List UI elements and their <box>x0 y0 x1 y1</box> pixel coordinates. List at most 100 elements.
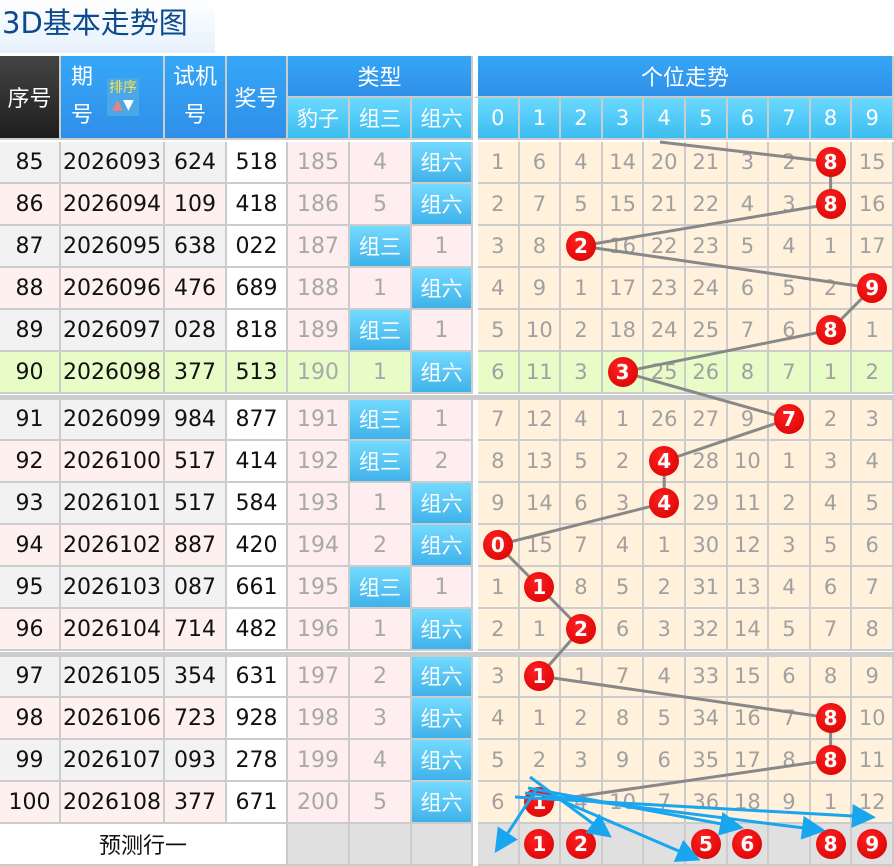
row-test: 517 <box>165 441 227 483</box>
row-baozi: 196 <box>288 609 350 651</box>
trend-cell: 6 <box>561 483 603 525</box>
predict-cell[interactable] <box>769 824 811 866</box>
row-baozi: 189 <box>288 310 350 352</box>
divider <box>473 782 478 824</box>
trend-cell: 2 <box>519 740 562 782</box>
predict-cell[interactable] <box>602 824 645 866</box>
trend-cell: 7 <box>769 352 811 394</box>
trend-cell: 6 <box>644 740 686 782</box>
header-digit-3: 3 <box>602 98 645 140</box>
predict-empty <box>350 824 412 866</box>
trend-cell: 2 <box>769 483 811 525</box>
trend-cell: 16 <box>727 698 770 740</box>
row-zuliu: 组六 <box>412 525 473 567</box>
trend-cell: 25 <box>644 352 686 394</box>
row-award: 928 <box>227 698 288 740</box>
header-zusan: 组三 <box>350 98 412 140</box>
trend-cell: 1 <box>519 609 562 651</box>
trend-cell: 27 <box>686 399 728 441</box>
trend-cell: 34 <box>686 698 728 740</box>
trend-ball: 8 <box>815 315 846 345</box>
header-award: 奖号 <box>227 56 288 140</box>
trend-cell: 4 <box>727 184 770 226</box>
divider <box>473 310 478 352</box>
trend-cell: 2 <box>769 142 811 184</box>
row-baozi: 197 <box>288 656 350 698</box>
predict-ball[interactable]: 2 <box>566 829 596 859</box>
predict-empty <box>412 824 473 866</box>
trend-cell: 7 <box>602 656 645 698</box>
trend-cell: 29 <box>686 483 728 525</box>
row-seq: 91 <box>0 399 61 441</box>
header-period[interactable]: 期 号排序 ▲▼ <box>61 56 165 140</box>
trend-cell: 10 <box>727 441 770 483</box>
row-seq: 98 <box>0 698 61 740</box>
trend-cell: 1 <box>769 441 811 483</box>
trend-cell: 4 <box>852 441 894 483</box>
row-seq: 89 <box>0 310 61 352</box>
trend-cell: 6 <box>727 268 770 310</box>
sort-button[interactable]: 排序 ▲▼ <box>107 78 140 116</box>
trend-cell: 4 <box>769 567 811 609</box>
trend-cell: 15 <box>602 184 645 226</box>
trend-ball: 8 <box>815 745 846 775</box>
divider <box>473 740 478 782</box>
trend-cell: 5 <box>561 184 603 226</box>
row-period: 2026094 <box>61 184 165 226</box>
row-period: 2026096 <box>61 268 165 310</box>
trend-cell: 9 <box>727 399 770 441</box>
trend-cell: 8 <box>602 698 645 740</box>
trend-cell: 35 <box>686 740 728 782</box>
trend-cell: 15 <box>852 142 894 184</box>
row-zusan: 2 <box>350 656 412 698</box>
divider <box>473 399 478 441</box>
trend-cell: 2 <box>561 698 603 740</box>
predict-ball[interactable]: 9 <box>857 829 888 859</box>
page-title: 3D基本走势图 <box>0 0 215 53</box>
row-test: 093 <box>165 740 227 782</box>
row-zuliu: 组六 <box>412 268 473 310</box>
trend-cell: 18 <box>727 782 770 824</box>
row-award: 420 <box>227 525 288 567</box>
row-test: 028 <box>165 310 227 352</box>
row-baozi: 198 <box>288 698 350 740</box>
divider <box>473 483 478 525</box>
trend-cell: 9 <box>478 483 520 525</box>
row-seq: 99 <box>0 740 61 782</box>
trend-cell: 1 <box>602 399 645 441</box>
row-seq: 85 <box>0 142 61 184</box>
trend-cell: 20 <box>644 142 686 184</box>
trend-cell: 8 <box>727 352 770 394</box>
trend-cell: 4 <box>478 698 520 740</box>
predict-ball[interactable]: 5 <box>690 829 721 859</box>
row-test: 377 <box>165 782 227 824</box>
row-award: 482 <box>227 609 288 651</box>
trend-ball: 7 <box>774 404 804 434</box>
header-digit-6: 6 <box>727 98 770 140</box>
row-award: 414 <box>227 441 288 483</box>
row-test: 087 <box>165 567 227 609</box>
row-baozi: 190 <box>288 352 350 394</box>
row-period: 2026107 <box>61 740 165 782</box>
row-test: 984 <box>165 399 227 441</box>
trend-cell: 1 <box>519 698 562 740</box>
trend-cell: 3 <box>769 184 811 226</box>
row-zuliu: 组六 <box>412 483 473 525</box>
trend-ball: 4 <box>649 488 680 518</box>
row-zuliu: 组六 <box>412 142 473 184</box>
predict-ball[interactable]: 8 <box>815 829 846 859</box>
row-test: 476 <box>165 268 227 310</box>
trend-cell: 4 <box>810 483 853 525</box>
row-period: 2026095 <box>61 226 165 268</box>
header-zuliu: 组六 <box>412 98 473 140</box>
trend-cell: 6 <box>769 656 811 698</box>
divider <box>473 656 478 698</box>
row-period: 2026097 <box>61 310 165 352</box>
row-baozi: 199 <box>288 740 350 782</box>
row-zusan: 1 <box>350 268 412 310</box>
predict-cell[interactable] <box>478 824 520 866</box>
row-baozi: 200 <box>288 782 350 824</box>
predict-cell[interactable] <box>644 824 686 866</box>
row-period: 2026093 <box>61 142 165 184</box>
trend-cell: 17 <box>602 268 645 310</box>
